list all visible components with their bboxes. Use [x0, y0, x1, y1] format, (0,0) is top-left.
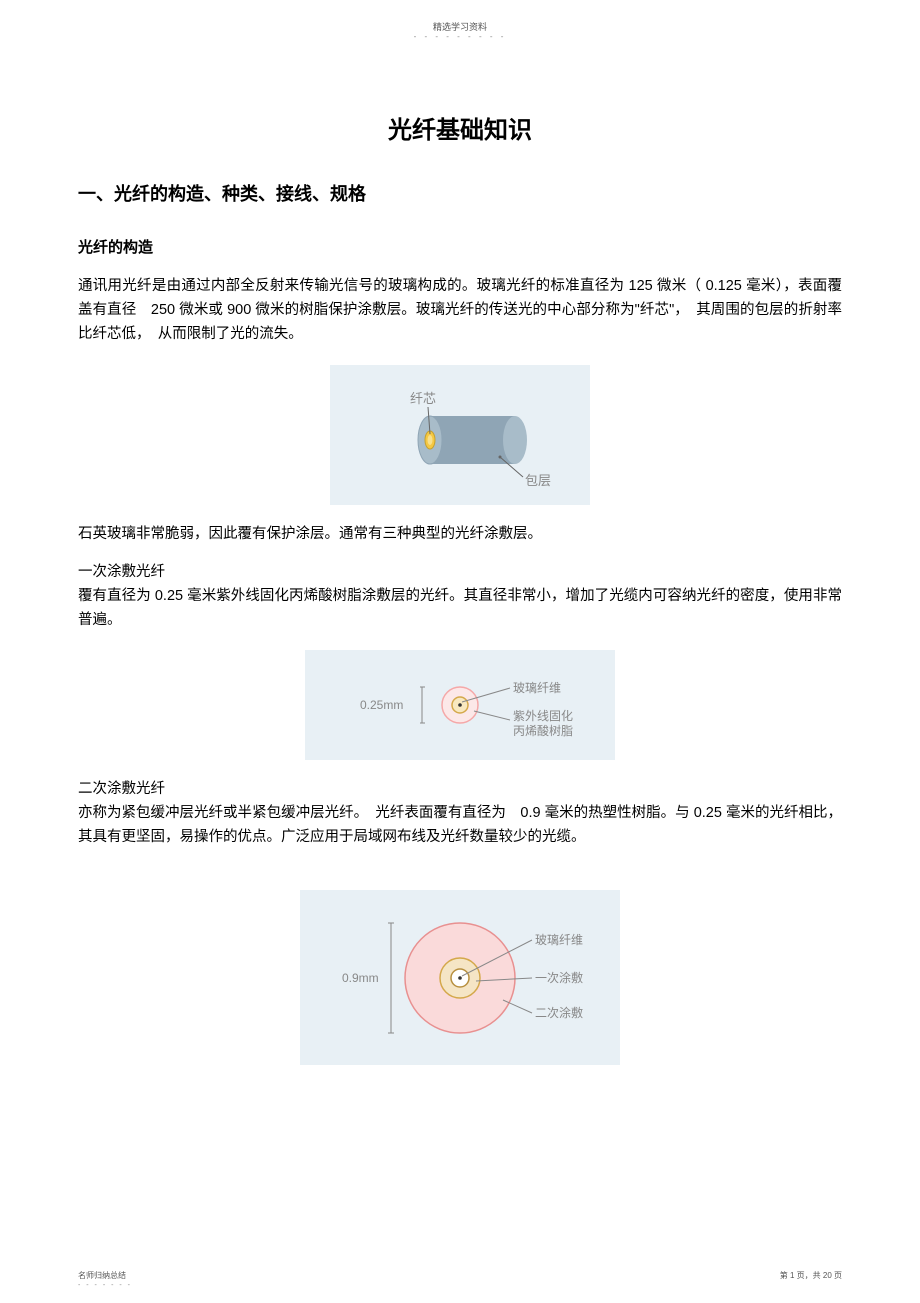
para-structure-2: 石英玻璃非常脆弱，因此覆有保护涂层。通常有三种典型的光纤涂敷层。 [78, 523, 842, 547]
primary-coating-diagram: 0.25mm 玻璃纤维紫外线固化丙烯酸树脂 [305, 650, 615, 760]
svg-text:紫外线固化: 紫外线固化 [513, 709, 573, 723]
footer-left-text: 名师归纳总结 [78, 1270, 126, 1281]
header-dots: - - - - - - - - - [414, 32, 507, 41]
subsection-structure-heading: 光纤的构造 [78, 236, 842, 257]
document-title: 光纤基础知识 [0, 110, 920, 145]
svg-text:玻璃纤维: 玻璃纤维 [513, 681, 561, 695]
svg-text:丙烯酸树脂: 丙烯酸树脂 [513, 723, 573, 738]
svg-text:一次涂敷: 一次涂敷 [535, 970, 583, 985]
fiber-structure-diagram: 纤芯包层 [330, 365, 590, 505]
secondary-coating-diagram: 0.9mm 玻璃纤维一次涂敷二次涂敷 [300, 890, 620, 1065]
svg-text:包层: 包层 [525, 473, 551, 488]
para-primary: 覆有直径为 0.25 毫米紫外线固化丙烯酸树脂涂敷层的光纤。其直径非常小，增加了… [78, 585, 842, 633]
svg-text:纤芯: 纤芯 [410, 391, 436, 406]
svg-text:0.25mm: 0.25mm [360, 698, 403, 712]
diagram-1-container: 纤芯包层 [78, 365, 842, 505]
subsection-primary-heading: 一次涂敷光纤 [78, 561, 842, 585]
diagram-3-container: 0.9mm 玻璃纤维一次涂敷二次涂敷 [78, 890, 842, 1065]
para-secondary: 亦称为紧包缓冲层光纤或半紧包缓冲层光纤。 光纤表面覆有直径为 0.9 毫米的热塑… [78, 802, 842, 850]
svg-text:玻璃纤维: 玻璃纤维 [535, 933, 583, 947]
diagram-2-container: 0.25mm 玻璃纤维紫外线固化丙烯酸树脂 [78, 650, 842, 760]
section-1-heading: 一、光纤的构造、种类、接线、规格 [78, 180, 842, 206]
para-structure-1: 通讯用光纤是由通过内部全反射来传输光信号的玻璃构成的。玻璃光纤的标准直径为 12… [78, 275, 842, 347]
footer-left-dots: - - - - - - - [78, 1282, 132, 1289]
content-area: 一、光纤的构造、种类、接线、规格 光纤的构造 通讯用光纤是由通过内部全反射来传输… [78, 180, 842, 1083]
svg-text:0.9mm: 0.9mm [342, 971, 379, 985]
footer-page-number: 第 1 页，共 20 页 [780, 1270, 842, 1281]
svg-text:二次涂敷: 二次涂敷 [535, 1005, 583, 1020]
subsection-secondary-heading: 二次涂敷光纤 [78, 778, 842, 802]
